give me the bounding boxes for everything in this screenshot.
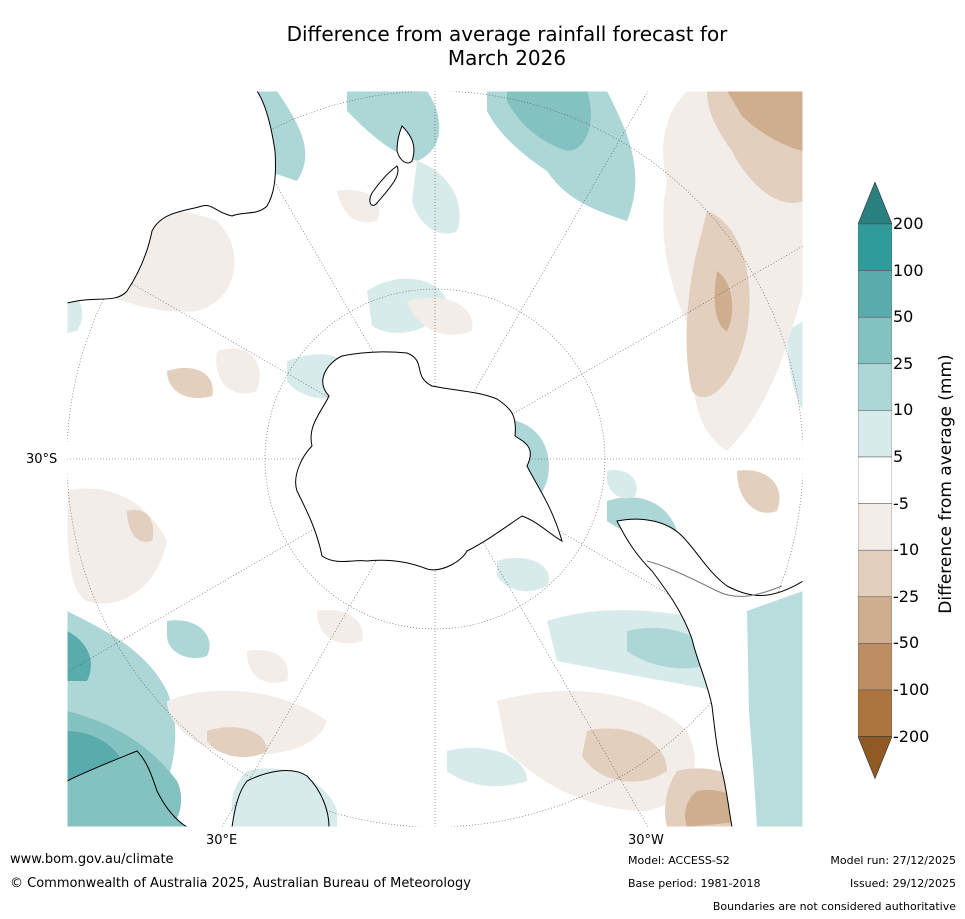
colorbar-tick-label: 5 bbox=[893, 447, 904, 466]
dry-anomaly-regions bbox=[67, 91, 803, 827]
colorbar-tick-label: 50 bbox=[893, 307, 914, 327]
colorbar-title: Difference from average (mm) bbox=[936, 354, 956, 614]
colorbar-band bbox=[857, 270, 893, 318]
colorbar-extend-top bbox=[857, 181, 893, 225]
south-america-wet-overlay bbox=[747, 591, 803, 827]
colorbar-tick-label: -100 bbox=[893, 680, 930, 699]
colorbar-band bbox=[857, 689, 893, 737]
rainfall-map[interactable] bbox=[67, 91, 803, 827]
africa-coastline bbox=[67, 750, 188, 827]
colorbar-extend-bottom bbox=[857, 736, 893, 780]
footer-model-run: Model run: 27/12/2025 bbox=[830, 854, 956, 867]
lon-label-30w: 30°W bbox=[628, 833, 664, 848]
map-canvas bbox=[67, 91, 803, 827]
colorbar-tick-label: 10 bbox=[893, 400, 914, 420]
colorbar-band bbox=[857, 363, 893, 411]
colorbar-band bbox=[857, 643, 893, 691]
colorbar-tick-label: -50 bbox=[893, 633, 920, 653]
colorbar-band bbox=[857, 549, 893, 598]
colorbar-tick-label: 25 bbox=[893, 353, 914, 373]
footer-issued: Issued: 29/12/2025 bbox=[849, 877, 956, 890]
footer-url[interactable]: www.bom.gov.au/climate bbox=[10, 852, 174, 867]
australia-coastline bbox=[67, 91, 276, 304]
colorbar-band bbox=[857, 456, 893, 504]
title-line-1: Difference from average rainfall forecas… bbox=[286, 22, 728, 46]
colorbar-band bbox=[857, 503, 893, 551]
antarctica-coastline bbox=[295, 351, 563, 571]
colorbar-band bbox=[857, 410, 893, 458]
title-line-2: March 2026 bbox=[447, 46, 567, 70]
colorbar-tick-label: 100 bbox=[893, 260, 924, 280]
colorbar-tick-label: -25 bbox=[893, 586, 920, 606]
colorbar-tick-label: -200 bbox=[893, 726, 930, 746]
chart-title: Difference from average rainfall forecas… bbox=[150, 22, 864, 70]
southern-africa-coastline bbox=[231, 770, 330, 827]
colorbar-band bbox=[857, 316, 893, 365]
colorbar-band bbox=[857, 223, 893, 271]
colorbar-graphic bbox=[857, 181, 893, 780]
footer-copyright: © Commonwealth of Australia 2025, Austra… bbox=[10, 876, 471, 891]
new-zealand-coastline bbox=[369, 125, 415, 206]
colorbar-tick-label: 200 bbox=[893, 214, 924, 233]
footer-disclaimer: Boundaries are not considered authoritat… bbox=[712, 900, 956, 913]
lat-label-30s: 30°S bbox=[26, 452, 58, 467]
footer-model: Model: ACCESS-S2 bbox=[628, 854, 730, 867]
colorbar-tick-label: -5 bbox=[893, 493, 909, 513]
colorbar-band bbox=[857, 596, 893, 644]
country-boundary bbox=[646, 560, 783, 597]
lon-label-30e: 30°E bbox=[206, 833, 238, 848]
colorbar-tick-label: -10 bbox=[893, 540, 920, 560]
colorbar bbox=[857, 181, 893, 782]
footer-base-period: Base period: 1981-2018 bbox=[628, 877, 761, 890]
